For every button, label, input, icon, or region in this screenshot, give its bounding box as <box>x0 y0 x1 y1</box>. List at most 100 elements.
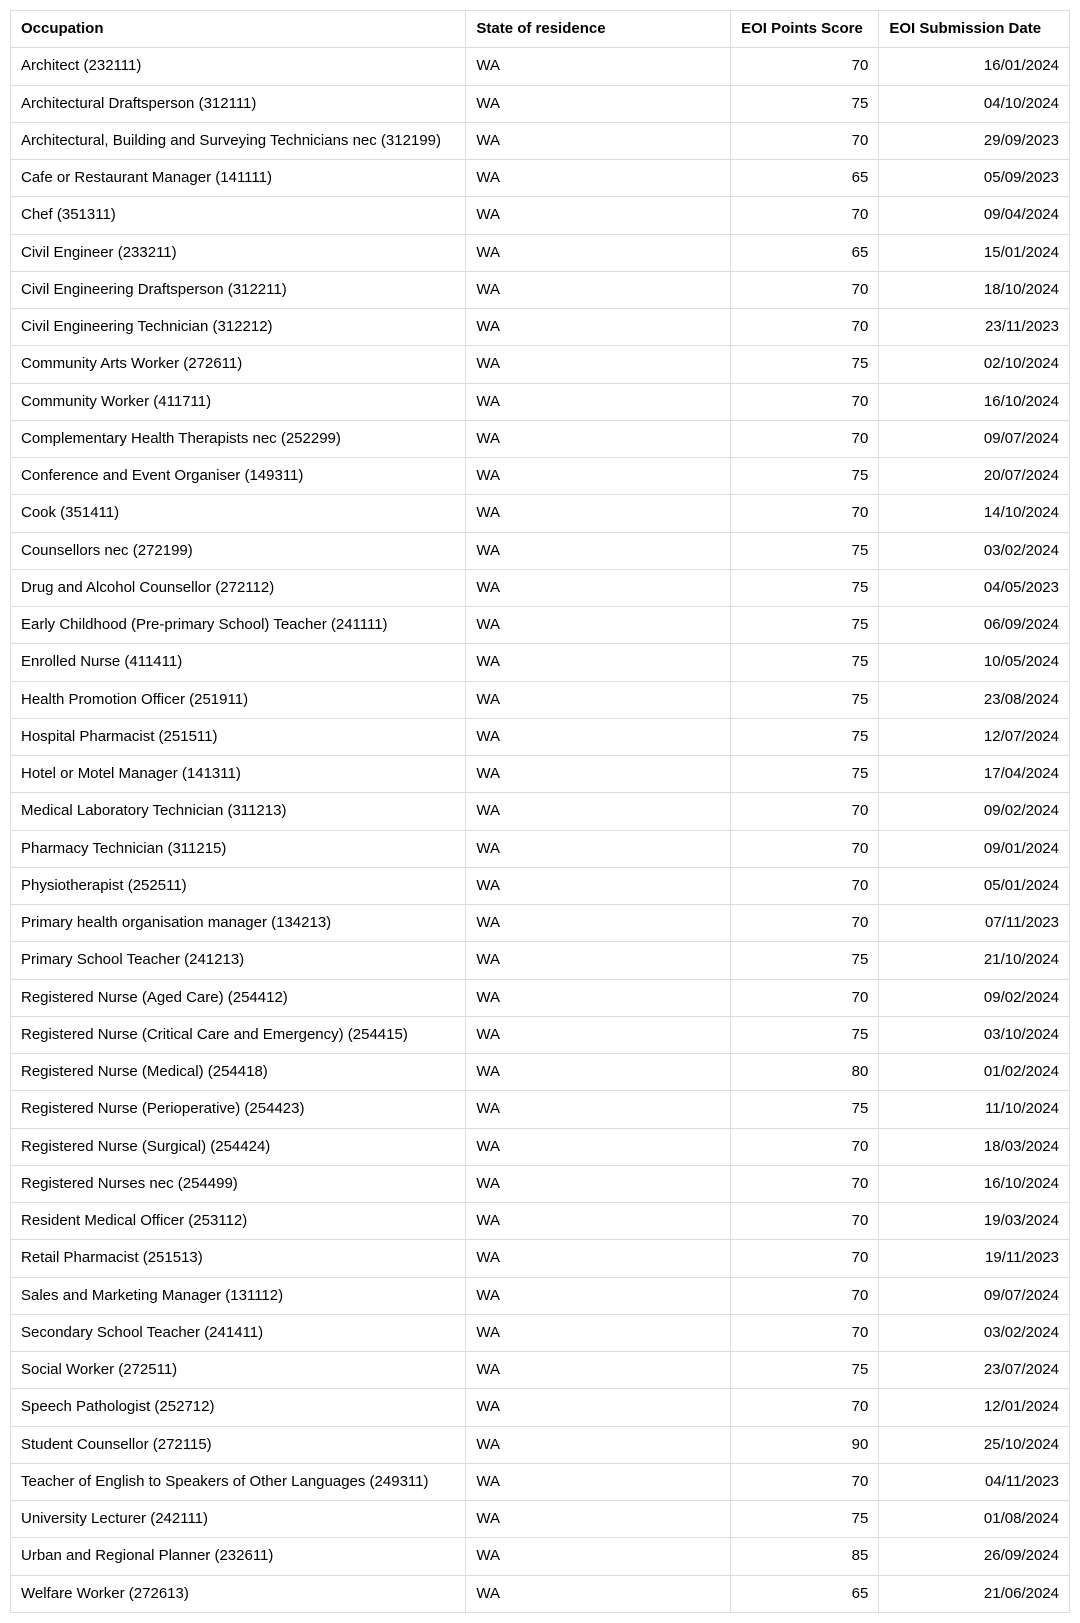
cell-score: 70 <box>731 867 879 904</box>
cell-score: 75 <box>731 942 879 979</box>
cell-occupation: Enrolled Nurse (411411) <box>11 644 466 681</box>
table-row: Registered Nurse (Surgical) (254424)WA70… <box>11 1128 1070 1165</box>
cell-date: 01/02/2024 <box>879 1054 1070 1091</box>
table-row: Registered Nurse (Aged Care) (254412)WA7… <box>11 979 1070 1016</box>
cell-state: WA <box>466 85 731 122</box>
cell-score: 70 <box>731 1165 879 1202</box>
cell-date: 04/11/2023 <box>879 1463 1070 1500</box>
table-row: Architect (232111)WA7016/01/2024 <box>11 48 1070 85</box>
table-row: Registered Nurse (Medical) (254418)WA800… <box>11 1054 1070 1091</box>
table-header-row: Occupation State of residence EOI Points… <box>11 11 1070 48</box>
cell-state: WA <box>466 48 731 85</box>
cell-state: WA <box>466 1128 731 1165</box>
cell-score: 75 <box>731 532 879 569</box>
cell-score: 75 <box>731 644 879 681</box>
cell-state: WA <box>466 1203 731 1240</box>
cell-date: 09/02/2024 <box>879 979 1070 1016</box>
cell-state: WA <box>466 1165 731 1202</box>
cell-state: WA <box>466 271 731 308</box>
cell-date: 25/10/2024 <box>879 1426 1070 1463</box>
cell-occupation: Cafe or Restaurant Manager (141111) <box>11 160 466 197</box>
cell-state: WA <box>466 1314 731 1351</box>
cell-score: 70 <box>731 383 879 420</box>
cell-state: WA <box>466 1054 731 1091</box>
cell-state: WA <box>466 718 731 755</box>
cell-state: WA <box>466 234 731 271</box>
cell-score: 85 <box>731 1538 879 1575</box>
cell-score: 70 <box>731 271 879 308</box>
cell-state: WA <box>466 681 731 718</box>
cell-occupation: Sales and Marketing Manager (131112) <box>11 1277 466 1314</box>
cell-date: 18/10/2024 <box>879 271 1070 308</box>
cell-score: 75 <box>731 1016 879 1053</box>
cell-state: WA <box>466 532 731 569</box>
cell-occupation: Civil Engineer (233211) <box>11 234 466 271</box>
table-row: Civil Engineering Technician (312212)WA7… <box>11 309 1070 346</box>
cell-occupation: Registered Nurse (Aged Care) (254412) <box>11 979 466 1016</box>
cell-state: WA <box>466 197 731 234</box>
cell-state: WA <box>466 458 731 495</box>
cell-state: WA <box>466 495 731 532</box>
table-row: Civil Engineering Draftsperson (312211)W… <box>11 271 1070 308</box>
cell-date: 06/09/2024 <box>879 607 1070 644</box>
cell-score: 75 <box>731 1352 879 1389</box>
table-row: Cafe or Restaurant Manager (141111)WA650… <box>11 160 1070 197</box>
table-row: Urban and Regional Planner (232611)WA852… <box>11 1538 1070 1575</box>
table-body: Architect (232111)WA7016/01/2024Architec… <box>11 48 1070 1613</box>
table-row: Enrolled Nurse (411411)WA7510/05/2024 <box>11 644 1070 681</box>
cell-score: 75 <box>731 607 879 644</box>
table-row: Registered Nurse (Critical Care and Emer… <box>11 1016 1070 1053</box>
eoi-table: Occupation State of residence EOI Points… <box>10 10 1070 1613</box>
cell-date: 10/05/2024 <box>879 644 1070 681</box>
cell-state: WA <box>466 1501 731 1538</box>
col-header-score: EOI Points Score <box>731 11 879 48</box>
cell-occupation: Secondary School Teacher (241411) <box>11 1314 466 1351</box>
cell-state: WA <box>466 979 731 1016</box>
table-row: Chef (351311)WA7009/04/2024 <box>11 197 1070 234</box>
col-header-date: EOI Submission Date <box>879 11 1070 48</box>
cell-date: 16/10/2024 <box>879 383 1070 420</box>
cell-date: 16/01/2024 <box>879 48 1070 85</box>
cell-state: WA <box>466 1091 731 1128</box>
cell-occupation: Cook (351411) <box>11 495 466 532</box>
cell-date: 21/10/2024 <box>879 942 1070 979</box>
cell-score: 90 <box>731 1426 879 1463</box>
table-row: Conference and Event Organiser (149311)W… <box>11 458 1070 495</box>
table-row: Architectural Draftsperson (312111)WA750… <box>11 85 1070 122</box>
cell-score: 70 <box>731 1277 879 1314</box>
cell-date: 09/02/2024 <box>879 793 1070 830</box>
cell-score: 70 <box>731 1203 879 1240</box>
cell-score: 75 <box>731 718 879 755</box>
table-row: Teacher of English to Speakers of Other … <box>11 1463 1070 1500</box>
cell-date: 18/03/2024 <box>879 1128 1070 1165</box>
cell-occupation: Civil Engineering Technician (312212) <box>11 309 466 346</box>
cell-state: WA <box>466 756 731 793</box>
cell-score: 70 <box>731 1314 879 1351</box>
table-row: Cook (351411)WA7014/10/2024 <box>11 495 1070 532</box>
cell-score: 70 <box>731 1240 879 1277</box>
cell-occupation: Complementary Health Therapists nec (252… <box>11 420 466 457</box>
cell-occupation: Community Arts Worker (272611) <box>11 346 466 383</box>
cell-occupation: Pharmacy Technician (311215) <box>11 830 466 867</box>
table-row: Architectural, Building and Surveying Te… <box>11 122 1070 159</box>
cell-state: WA <box>466 1352 731 1389</box>
cell-date: 23/07/2024 <box>879 1352 1070 1389</box>
cell-date: 14/10/2024 <box>879 495 1070 532</box>
cell-state: WA <box>466 793 731 830</box>
table-row: Welfare Worker (272613)WA6521/06/2024 <box>11 1575 1070 1612</box>
cell-date: 02/10/2024 <box>879 346 1070 383</box>
cell-score: 80 <box>731 1054 879 1091</box>
table-row: Community Arts Worker (272611)WA7502/10/… <box>11 346 1070 383</box>
cell-state: WA <box>466 383 731 420</box>
cell-score: 70 <box>731 905 879 942</box>
col-header-state: State of residence <box>466 11 731 48</box>
table-row: Primary health organisation manager (134… <box>11 905 1070 942</box>
table-row: Sales and Marketing Manager (131112)WA70… <box>11 1277 1070 1314</box>
table-row: Primary School Teacher (241213)WA7521/10… <box>11 942 1070 979</box>
table-row: Early Childhood (Pre-primary School) Tea… <box>11 607 1070 644</box>
cell-date: 05/01/2024 <box>879 867 1070 904</box>
cell-score: 75 <box>731 346 879 383</box>
cell-occupation: Conference and Event Organiser (149311) <box>11 458 466 495</box>
cell-date: 03/10/2024 <box>879 1016 1070 1053</box>
cell-occupation: Student Counsellor (272115) <box>11 1426 466 1463</box>
